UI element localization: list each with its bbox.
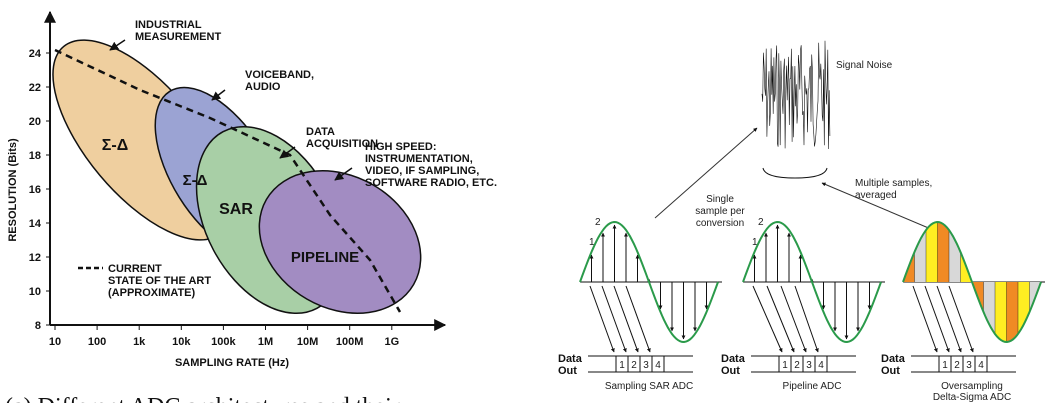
annotation: MEASUREMENT — [135, 31, 221, 43]
annotation: VIDEO, IF SAMPLING, — [365, 165, 479, 177]
data-out-label: Out — [881, 365, 900, 377]
legend-text: (APPROXIMATE) — [108, 287, 196, 299]
y-tick-label: 12 — [29, 252, 41, 264]
y-tick-label: 8 — [35, 320, 41, 332]
y-tick-label: 24 — [29, 48, 42, 60]
annotation: Multiple samples, — [855, 178, 932, 189]
arrow — [614, 286, 638, 352]
stripe — [903, 220, 915, 344]
legend-text: CURRENT — [108, 263, 162, 275]
signal-noise — [762, 41, 830, 149]
data-out-label: Out — [558, 365, 577, 377]
annotation-arrow — [212, 90, 225, 100]
stripe — [995, 220, 1007, 344]
stripe — [1030, 220, 1042, 344]
x-tick-label: 100M — [336, 336, 364, 348]
x-axis-label: SAMPLING RATE (Hz) — [175, 357, 289, 369]
data-out-label: Data — [721, 353, 746, 365]
data-out-label: Data — [558, 353, 583, 365]
annotation: Single — [706, 194, 734, 205]
x-tick-label: 1G — [384, 336, 399, 348]
bracket — [763, 168, 827, 178]
figure: SAMPLING RATE (Hz) RESOLUTION (Bits) (a)… — [0, 0, 1049, 403]
caption: (a) Different ADC architectures and thei… — [5, 394, 400, 403]
cell-label: 3 — [806, 360, 812, 371]
y-tick-label: 16 — [29, 184, 41, 196]
arrow — [795, 286, 818, 352]
y-tick-label: 20 — [29, 116, 41, 128]
region-label: PIPELINE — [291, 249, 359, 266]
panel-title: Pipeline ADC — [783, 381, 842, 392]
noise-label: Signal Noise — [836, 60, 893, 71]
point-label: 2 — [758, 217, 764, 228]
arrow — [913, 286, 937, 352]
stripe — [1007, 220, 1019, 344]
arrow — [949, 286, 973, 352]
arrow — [626, 286, 650, 352]
annotation: VOICEBAND, — [245, 69, 314, 81]
region-label: SAR — [219, 201, 253, 218]
x-tick-label: 1k — [133, 336, 146, 348]
y-tick-label: 18 — [29, 150, 41, 162]
y-axis-label: RESOLUTION (Bits) — [7, 138, 19, 242]
cell-label: 3 — [643, 360, 649, 371]
stripe — [961, 220, 973, 344]
cell-label: 4 — [818, 360, 824, 371]
arrow — [753, 286, 782, 352]
annotation: AUDIO — [245, 81, 281, 93]
cell-label: 1 — [942, 360, 948, 371]
x-tick-label: 100 — [88, 336, 106, 348]
annotation: sample per — [695, 206, 745, 217]
annotation: HIGH SPEED: — [365, 141, 437, 153]
legend-text: STATE OF THE ART — [108, 275, 211, 287]
region-label: Σ-Δ — [102, 137, 128, 154]
cell-label: 4 — [978, 360, 984, 371]
annotation: SOFTWARE RADIO, ETC. — [365, 177, 497, 189]
annotation: conversion — [696, 218, 744, 229]
annotation: DATA — [306, 126, 335, 138]
y-tick-label: 10 — [29, 286, 41, 298]
panel-title: Delta-Sigma ADC — [933, 392, 1011, 403]
data-out-label: Data — [881, 353, 906, 365]
arrow — [925, 286, 949, 352]
x-tick-label: 10k — [172, 336, 191, 348]
annotation-arrow — [110, 40, 125, 50]
panel-title: Oversampling — [941, 381, 1003, 392]
cell-label: 1 — [619, 360, 625, 371]
cell-label: 2 — [794, 360, 800, 371]
annotation: averaged — [855, 190, 897, 201]
panel-title: Sampling SAR ADC — [605, 381, 693, 392]
arrow — [781, 286, 806, 352]
annotation: INDUSTRIAL — [135, 19, 202, 31]
x-tick-label: 100k — [211, 336, 236, 348]
cell-label: 2 — [954, 360, 960, 371]
x-tick-label: 10 — [49, 336, 61, 348]
y-tick-label: 14 — [29, 218, 42, 230]
y-tick-label: 22 — [29, 82, 41, 94]
arrow — [937, 286, 961, 352]
region-label: Σ-Δ — [183, 172, 208, 189]
arrow — [590, 286, 614, 352]
cell-label: 4 — [655, 360, 661, 371]
arrow — [602, 286, 626, 352]
x-tick-label: 1M — [258, 336, 273, 348]
x-tick-label: 10M — [297, 336, 318, 348]
stripe — [972, 220, 984, 344]
cell-label: 3 — [966, 360, 972, 371]
point-label: 2 — [595, 217, 601, 228]
data-out-label: Out — [721, 365, 740, 377]
annotation: INSTRUMENTATION, — [365, 153, 473, 165]
cell-label: 1 — [782, 360, 788, 371]
arrow — [767, 286, 794, 352]
cell-label: 2 — [631, 360, 637, 371]
